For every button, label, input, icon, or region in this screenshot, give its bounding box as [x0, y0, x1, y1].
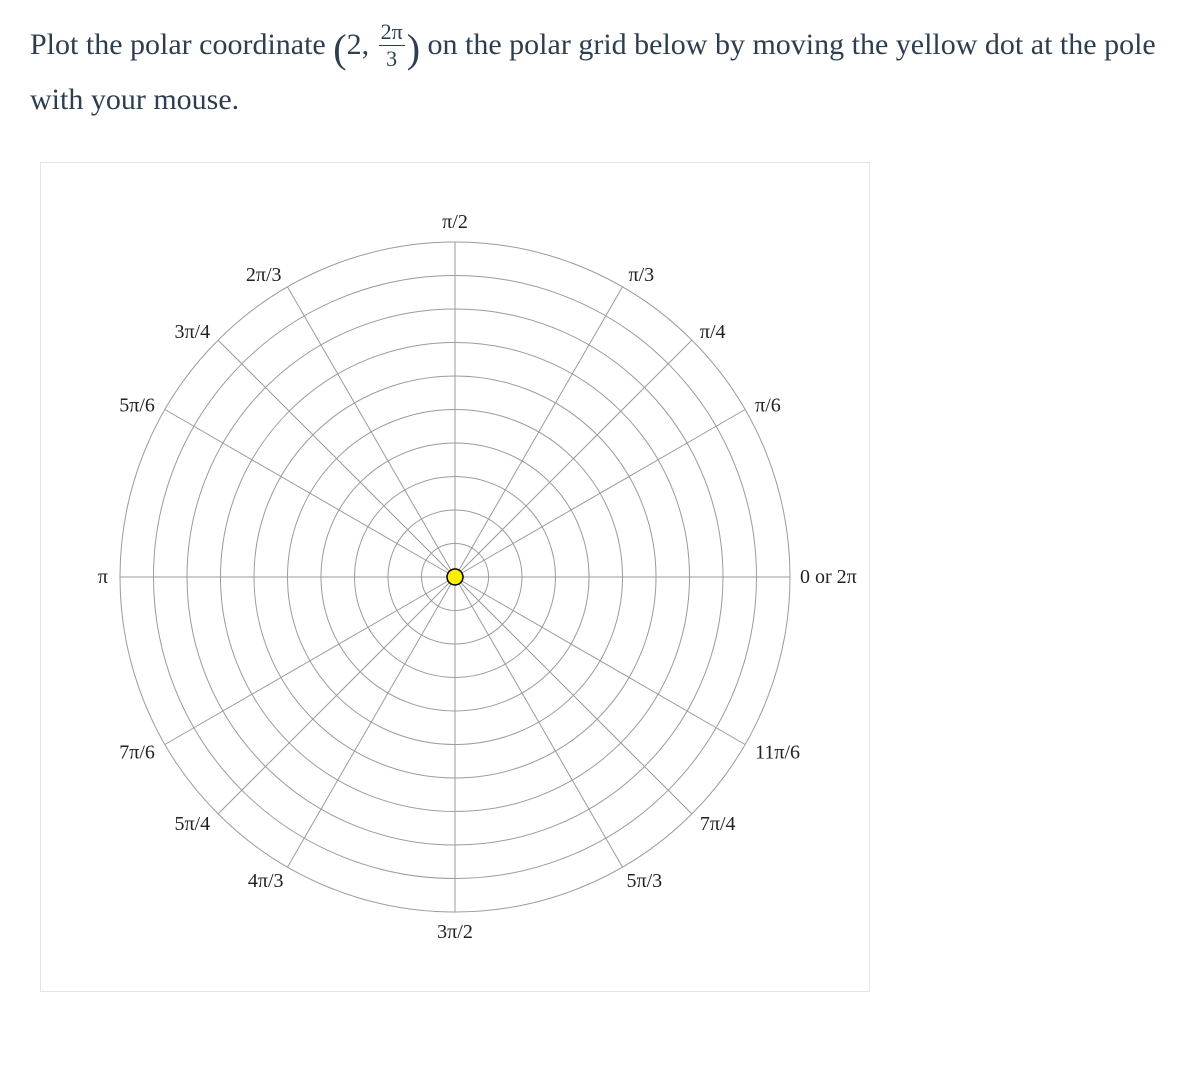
draggable-dot[interactable]	[447, 569, 463, 585]
grid-spoke	[218, 577, 455, 814]
grid-spoke	[165, 409, 455, 577]
frac-denominator: 3	[379, 46, 405, 70]
grid-spoke	[455, 577, 692, 814]
grid-spoke	[288, 286, 456, 576]
angle-label: π/3	[629, 263, 655, 285]
angle-label: 5π/3	[627, 870, 663, 892]
angle-label: π/6	[755, 394, 781, 416]
grid-spoke	[218, 340, 455, 577]
page: Plot the polar coordinate (2, 2π3) on th…	[0, 0, 1200, 1032]
coord-theta-fraction: 2π3	[379, 21, 405, 70]
angle-label: π/2	[442, 211, 468, 233]
frac-numerator: 2π	[379, 21, 405, 46]
grid-spoke	[455, 577, 623, 867]
coord-close: )	[407, 26, 420, 71]
angle-label: 0 or 2π	[800, 566, 857, 588]
angle-label: 4π/3	[248, 870, 284, 892]
angle-label: π/4	[700, 321, 726, 343]
angle-label: 5π/6	[119, 394, 155, 416]
instruction-prefix: Plot the polar coordinate	[30, 28, 333, 61]
angle-label: 5π/4	[174, 812, 210, 834]
coord-open: (	[333, 26, 346, 71]
grid-spoke	[455, 286, 623, 576]
angle-label: 2π/3	[246, 263, 282, 285]
grid-spoke	[288, 577, 456, 867]
grid-spoke	[165, 577, 455, 745]
coord-r: 2	[347, 28, 362, 61]
instruction-text: Plot the polar coordinate (2, 2π3) on th…	[30, 20, 1170, 122]
grid-spoke	[455, 409, 745, 577]
polar-grid-frame: 0 or 2π π/6 π/4 π/3 π/2 2π/3 3π/4 5π/6 π 7π/6 5π/4…	[40, 162, 870, 992]
angle-label: 3π/2	[437, 921, 473, 943]
polar-grid[interactable]: 0 or 2π π/6 π/4 π/3 π/2 2π/3 3π/4 5π/6 π 7π/6 5π/4…	[41, 163, 869, 991]
angle-label: 7π/4	[700, 812, 736, 834]
angle-label: π	[98, 566, 108, 588]
angle-label: 3π/4	[174, 321, 210, 343]
angle-label: 11π/6	[755, 741, 800, 763]
grid-spoke	[455, 577, 745, 745]
grid-spoke	[455, 340, 692, 577]
angle-label: 7π/6	[119, 741, 155, 763]
coord-sep: ,	[362, 28, 377, 61]
